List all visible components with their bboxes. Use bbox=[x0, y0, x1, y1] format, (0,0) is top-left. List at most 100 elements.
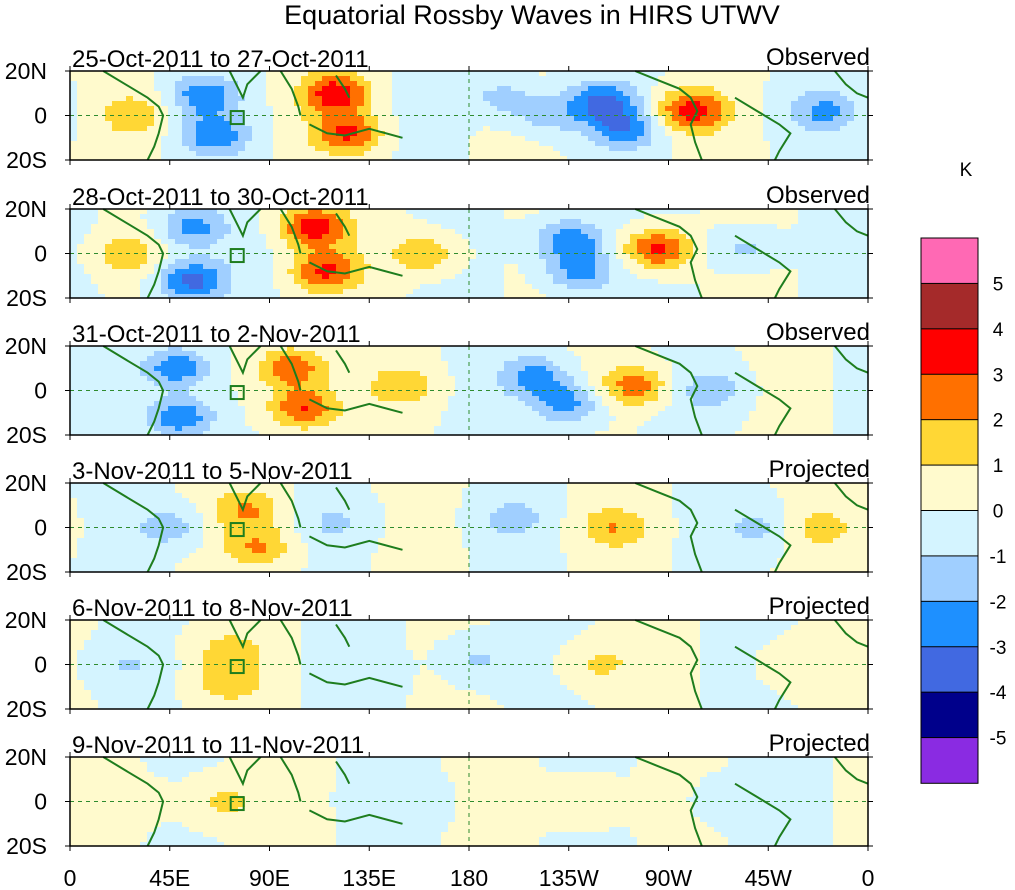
heatmap-cell bbox=[273, 71, 281, 77]
heatmap-cell bbox=[91, 91, 99, 97]
heatmap-cell bbox=[336, 269, 344, 275]
heatmap-cell bbox=[280, 269, 288, 275]
heatmap-cell bbox=[294, 431, 302, 436]
heatmap-cell bbox=[364, 356, 372, 362]
heatmap-cell bbox=[91, 274, 99, 280]
heatmap-cell bbox=[203, 274, 211, 280]
heatmap-cell bbox=[140, 71, 148, 77]
heatmap-cell bbox=[98, 361, 106, 367]
heatmap-cell bbox=[602, 141, 610, 147]
heatmap-cell bbox=[273, 229, 281, 235]
heatmap-cell bbox=[595, 254, 603, 260]
heatmap-cell bbox=[245, 126, 253, 132]
heatmap-cell bbox=[679, 101, 687, 107]
heatmap-cell bbox=[364, 386, 372, 392]
heatmap-cell bbox=[217, 361, 225, 367]
heatmap-cell bbox=[231, 416, 239, 422]
heatmap-cell bbox=[105, 391, 113, 397]
heatmap-cell bbox=[308, 366, 316, 372]
heatmap-cell bbox=[504, 269, 512, 275]
coastline bbox=[335, 74, 351, 99]
heatmap-cell bbox=[812, 279, 820, 285]
heatmap-cell bbox=[798, 219, 806, 225]
heatmap-cell bbox=[469, 131, 477, 137]
heatmap-cell bbox=[308, 234, 316, 240]
heatmap-cell bbox=[343, 111, 351, 117]
heatmap-cell bbox=[742, 284, 750, 290]
heatmap-cell bbox=[476, 269, 484, 275]
heatmap-cell bbox=[714, 106, 722, 112]
heatmap-cell bbox=[196, 396, 204, 402]
heatmap-cell bbox=[175, 254, 183, 260]
heatmap-cell bbox=[77, 96, 85, 102]
heatmap-cell bbox=[833, 76, 841, 82]
heatmap-cell bbox=[91, 126, 99, 132]
heatmap-cell bbox=[770, 244, 778, 250]
heatmap-cell bbox=[679, 229, 687, 235]
heatmap-cell bbox=[126, 91, 134, 97]
heatmap-cell bbox=[364, 131, 372, 137]
heatmap-cell bbox=[574, 259, 582, 265]
heatmap-cell bbox=[315, 371, 323, 377]
heatmap-cell bbox=[329, 244, 337, 250]
heatmap-cell bbox=[518, 131, 526, 137]
heatmap-cell bbox=[196, 86, 204, 92]
heatmap-cell bbox=[294, 294, 302, 299]
heatmap-cell bbox=[357, 106, 365, 112]
heatmap-cell bbox=[686, 289, 694, 295]
heatmap-cell bbox=[343, 239, 351, 245]
heatmap-cell bbox=[364, 416, 372, 422]
heatmap-cell bbox=[385, 279, 393, 285]
heatmap-cell bbox=[126, 396, 134, 402]
heatmap-cell bbox=[210, 136, 218, 142]
heatmap-cell bbox=[791, 279, 799, 285]
heatmap-cell bbox=[301, 131, 309, 137]
heatmap-cell bbox=[602, 239, 610, 245]
heatmap-cell bbox=[126, 269, 134, 275]
heatmap-cell bbox=[77, 386, 85, 392]
heatmap-cell bbox=[567, 284, 575, 290]
heatmap-cell bbox=[175, 219, 183, 225]
heatmap-cell bbox=[259, 234, 267, 240]
heatmap-cell bbox=[70, 249, 78, 255]
heatmap-cell bbox=[553, 229, 561, 235]
heatmap-cell bbox=[567, 76, 575, 82]
heatmap-cell bbox=[791, 96, 799, 102]
heatmap-cell bbox=[581, 224, 589, 230]
heatmap-cell bbox=[490, 156, 498, 161]
heatmap-cell bbox=[252, 71, 260, 77]
heatmap-cell bbox=[84, 269, 92, 275]
heatmap-cell bbox=[273, 381, 281, 387]
heatmap-cell bbox=[651, 101, 659, 107]
heatmap-cell bbox=[567, 131, 575, 137]
heatmap-cell bbox=[266, 76, 274, 82]
heatmap-cell bbox=[833, 136, 841, 142]
heatmap-cell bbox=[70, 224, 78, 230]
heatmap-cell bbox=[406, 141, 414, 147]
heatmap-cell bbox=[392, 96, 400, 102]
heatmap-cell bbox=[385, 219, 393, 225]
heatmap-cell bbox=[119, 371, 127, 377]
heatmap-cell bbox=[252, 131, 260, 137]
heatmap-cell bbox=[504, 126, 512, 132]
heatmap-cell bbox=[588, 239, 596, 245]
heatmap-cell bbox=[714, 136, 722, 142]
heatmap-cell bbox=[378, 279, 386, 285]
heatmap-cell bbox=[105, 396, 113, 402]
heatmap-cell bbox=[777, 76, 785, 82]
heatmap-cell bbox=[623, 131, 631, 137]
heatmap-cell bbox=[749, 116, 757, 122]
heatmap-cell bbox=[791, 269, 799, 275]
heatmap-cell bbox=[819, 234, 827, 240]
heatmap-cell bbox=[126, 116, 134, 122]
heatmap-cell bbox=[168, 264, 176, 270]
heatmap-cell bbox=[336, 264, 344, 270]
heatmap-cell bbox=[301, 421, 309, 427]
heatmap-cell bbox=[161, 391, 169, 397]
heatmap-cell bbox=[343, 294, 351, 299]
heatmap-cell bbox=[224, 151, 232, 157]
heatmap-cell bbox=[308, 294, 316, 299]
heatmap-cell bbox=[287, 396, 295, 402]
heatmap-cell bbox=[791, 244, 799, 250]
heatmap-cell bbox=[301, 416, 309, 422]
